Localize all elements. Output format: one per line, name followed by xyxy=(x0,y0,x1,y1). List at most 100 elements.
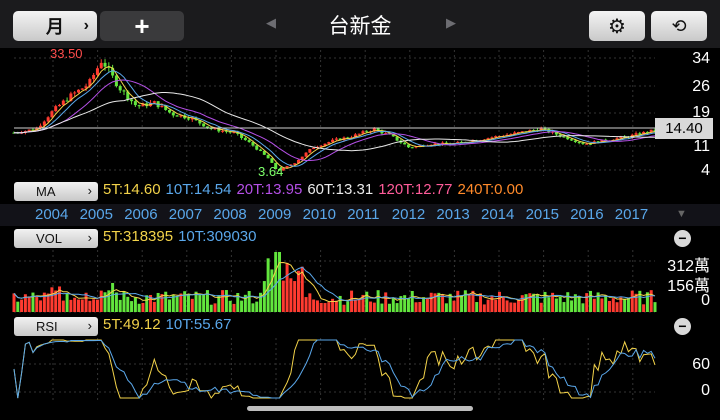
volume-bar xyxy=(562,302,566,312)
volume-bar xyxy=(444,303,448,312)
candle-body xyxy=(118,86,122,91)
candle-body xyxy=(88,79,92,87)
ma-60-line xyxy=(13,92,656,152)
stock-chart[interactable] xyxy=(0,48,720,420)
candle-body xyxy=(111,67,115,76)
price-axis-label: 11 xyxy=(693,138,710,155)
candle-body xyxy=(31,129,35,131)
volume-bar xyxy=(270,269,274,312)
rotate-screen-button[interactable]: ⟲ xyxy=(651,11,707,41)
volume-bar xyxy=(372,302,376,312)
volume-bars xyxy=(12,252,657,312)
volume-bar xyxy=(76,299,80,312)
candle-body xyxy=(346,137,350,139)
period-selector-button[interactable]: 月 › xyxy=(13,11,97,41)
candle-body xyxy=(228,131,232,133)
year-label: 2004 xyxy=(35,206,69,223)
volume-bar xyxy=(516,300,520,312)
year-label: 2007 xyxy=(168,206,203,223)
chevron-right-icon: › xyxy=(87,230,92,245)
candle-body xyxy=(585,143,589,145)
candlestick-series xyxy=(12,59,657,171)
ma-value: 120T:12.77 xyxy=(378,181,453,198)
volume-bar xyxy=(441,294,445,312)
candle-body xyxy=(558,134,562,137)
ma-indicator-button[interactable]: MA › xyxy=(14,182,98,201)
year-label: 2013 xyxy=(436,206,470,223)
candle-body xyxy=(296,159,300,164)
volume-bar xyxy=(611,298,615,312)
rsi-value: 10T:55.67 xyxy=(165,316,232,333)
candle-body xyxy=(39,125,43,128)
volume-bar xyxy=(232,303,236,312)
volume-bar xyxy=(171,294,175,312)
volume-bar xyxy=(39,300,43,312)
volume-bar xyxy=(619,297,623,312)
candle-body xyxy=(600,139,604,143)
candle-body xyxy=(42,121,46,126)
volume-bar xyxy=(281,280,285,312)
volume-bar xyxy=(190,298,194,312)
volume-bar xyxy=(558,296,562,312)
volume-bar xyxy=(566,292,570,312)
volume-bar xyxy=(433,293,437,312)
vol-indicator-button[interactable]: VOL › xyxy=(14,229,98,248)
candle-body xyxy=(304,152,308,157)
vol-ma5-line xyxy=(13,261,656,303)
volume-bar xyxy=(251,303,255,312)
candle-body xyxy=(615,138,619,141)
rsi-value: 5T:49.12 xyxy=(103,316,161,333)
candle-body xyxy=(619,136,623,139)
volume-bar xyxy=(437,292,441,312)
volume-bar xyxy=(205,290,209,312)
volume-bar xyxy=(353,299,357,312)
volume-bar xyxy=(315,300,319,312)
ma-values: 5T:14.60 10T:14.54 20T:13.95 60T:13.31 120T:… xyxy=(103,181,528,198)
volume-bar xyxy=(312,299,316,312)
candle-body xyxy=(573,140,577,142)
volume-bar xyxy=(31,292,35,312)
next-stock-icon[interactable]: ▶ xyxy=(446,15,456,30)
candle-body xyxy=(58,104,62,107)
volume-bar xyxy=(266,258,270,312)
add-button[interactable]: + xyxy=(100,11,184,41)
year-label: 2010 xyxy=(302,206,336,223)
year-label: 2014 xyxy=(481,206,515,223)
candle-body xyxy=(95,68,99,75)
volume-bar xyxy=(380,303,384,312)
volume-bar xyxy=(384,292,388,312)
candle-body xyxy=(168,109,172,113)
volume-bar xyxy=(596,292,600,312)
home-indicator[interactable] xyxy=(247,406,473,411)
candle-body xyxy=(395,136,399,141)
candle-body xyxy=(99,62,103,69)
settings-button[interactable]: ⚙ xyxy=(589,11,645,41)
volume-bar xyxy=(293,281,297,312)
volume-bar xyxy=(224,290,228,312)
volume-bar xyxy=(581,303,585,312)
candle-body xyxy=(69,93,73,101)
remove-rsi-button[interactable]: − xyxy=(674,318,691,335)
volume-bar xyxy=(88,300,92,312)
remove-vol-button[interactable]: − xyxy=(674,230,691,247)
stock-title: 台新金 xyxy=(328,15,392,38)
volume-bar xyxy=(649,290,653,312)
candle-body xyxy=(365,131,369,133)
volume-bar xyxy=(406,298,410,312)
candle-body xyxy=(130,99,134,102)
volume-bar xyxy=(308,293,312,312)
year-label: 2012 xyxy=(391,206,426,223)
volume-bar xyxy=(149,294,153,312)
volume-bar xyxy=(403,295,407,312)
volume-bar xyxy=(240,300,244,312)
candle-body xyxy=(46,117,50,122)
volume-bar xyxy=(186,293,190,312)
rsi-indicator-button[interactable]: RSI › xyxy=(14,317,98,336)
volume-bar xyxy=(54,290,58,312)
previous-stock-icon[interactable]: ◀ xyxy=(266,15,276,30)
volume-bar xyxy=(133,297,137,312)
volume-bar xyxy=(141,302,145,312)
volume-bar xyxy=(236,293,240,312)
chevron-down-icon[interactable]: ▼ xyxy=(676,208,687,220)
candle-body xyxy=(126,91,130,100)
